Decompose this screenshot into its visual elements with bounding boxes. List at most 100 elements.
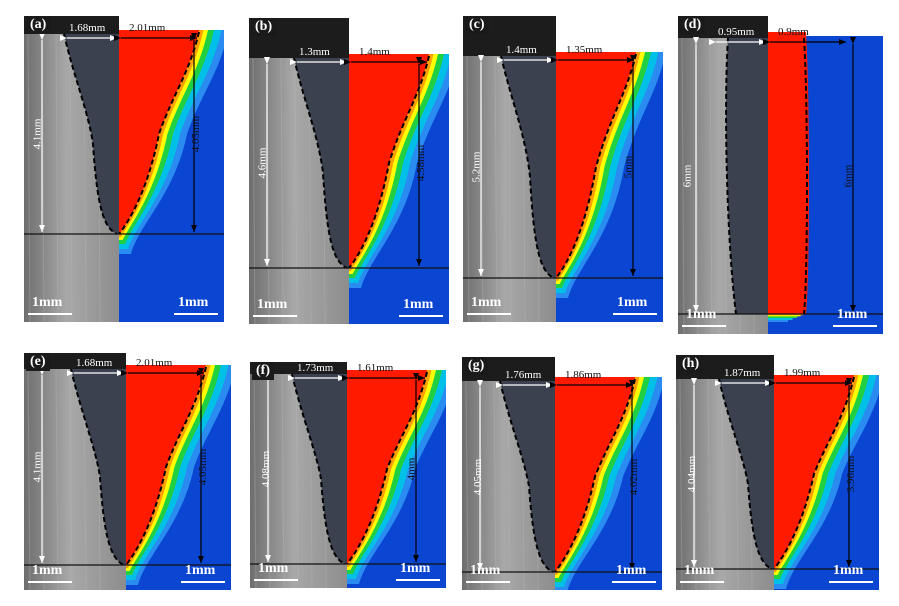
sim-band-6 xyxy=(347,370,427,564)
top-width-experimental: 1.68mm xyxy=(76,357,113,369)
top-width-simulation: 1.4mm xyxy=(359,46,390,58)
fusion-boundary-simulation xyxy=(555,53,637,279)
panel-label: (b) xyxy=(251,18,277,36)
fusion-boundary-experimental xyxy=(293,57,348,269)
fusion-zone-experimental xyxy=(294,58,349,268)
metal-streak xyxy=(55,33,59,322)
sim-top-blank xyxy=(556,16,663,54)
scale-label-right: 1mm xyxy=(616,563,647,578)
top-width-simulation: 0.9mm xyxy=(778,26,809,38)
metal-streak xyxy=(709,37,713,334)
scale-label-right: 1mm xyxy=(617,295,648,310)
top-width-simulation: 1.35mm xyxy=(566,44,603,56)
scale-label-left: 1mm xyxy=(686,307,717,322)
fusion-boundary-experimental xyxy=(500,55,555,279)
scale-label-left: 1mm xyxy=(32,563,63,578)
depth-simulation: 4.05mm xyxy=(197,448,210,486)
panel-label: (h) xyxy=(678,355,704,373)
panel-g: (g) 1.76mm 1.86mm 4.05mm 4.02mm 1mm 1mm xyxy=(462,357,662,590)
panel-label: (g) xyxy=(464,357,489,375)
depth-experimental: 6mm xyxy=(681,164,694,188)
panel-h: (h) 1.87mm 1.99mm 4.04mm 3.96mm 1mm 1mm xyxy=(676,355,879,590)
sim-band-6 xyxy=(768,32,809,314)
panel-c: (c) 1.4mm 1.35mm 5.2mm 5mm 1mm 1mm xyxy=(463,16,663,322)
metal-streak xyxy=(27,368,31,590)
sim-top-blank xyxy=(768,16,883,36)
scale-label-left: 1mm xyxy=(470,563,501,578)
fusion-boundary-experimental xyxy=(718,378,773,570)
depth-simulation: 6mm xyxy=(842,164,855,188)
cross-section-graphic xyxy=(462,357,662,590)
cross-section-graphic xyxy=(676,355,879,590)
scale-label-left: 1mm xyxy=(471,295,502,310)
scale-label-right: 1mm xyxy=(178,295,209,310)
panel-b: (b) 1.3mm 1.4mm 4.6mm 4.58mm 1mm 1mm xyxy=(249,18,449,324)
fusion-boundary-experimental xyxy=(291,373,346,565)
scale-label-right: 1mm xyxy=(185,563,216,578)
top-width-experimental: 0.95mm xyxy=(718,26,755,38)
top-width-experimental: 1.73mm xyxy=(297,362,334,374)
metal-streak xyxy=(69,33,73,322)
metal-streak xyxy=(69,368,73,590)
top-width-experimental: 1.68mm xyxy=(69,22,106,34)
panel-label: (e) xyxy=(26,353,50,371)
panel-e: (e) 1.68mm 2.01mm 4.1mm 4.05mm 1mm 1mm xyxy=(24,353,231,590)
top-width-simulation: 2.01mm xyxy=(136,357,173,369)
sim-top-blank xyxy=(126,353,231,367)
panel-label: (d) xyxy=(680,16,706,34)
metal-streak xyxy=(721,378,725,590)
fusion-boundary-experimental xyxy=(725,37,737,315)
top-width-experimental: 1.4mm xyxy=(506,44,537,56)
cross-section-graphic xyxy=(250,362,446,588)
panel-a: (a) 1.68mm 2.01mm 4.1mm 4.05mm 1mm 1mm xyxy=(24,16,224,322)
sim-band-6 xyxy=(555,377,635,572)
top-width-experimental: 1.76mm xyxy=(505,369,542,381)
top-width-simulation: 2.01mm xyxy=(129,22,166,34)
cross-section-graphic xyxy=(463,16,663,322)
depth-experimental: 4.1mm xyxy=(31,451,44,483)
panel-f: (f) 1.73mm 1.61mm 4.08mm 4mm 1mm 1mm xyxy=(250,362,446,588)
scale-label-right: 1mm xyxy=(837,307,868,322)
top-width-experimental: 1.3mm xyxy=(299,46,330,58)
panel-d: (d) 0.95mm 0.9mm 6mm 6mm 1mm 1mm xyxy=(678,16,883,334)
top-width-simulation: 1.61mm xyxy=(357,362,394,374)
sim-top-blank xyxy=(119,16,224,32)
depth-simulation: 4.58mm xyxy=(415,144,428,182)
metal-streak xyxy=(679,378,683,590)
fusion-boundary-experimental xyxy=(70,368,125,566)
fusion-boundary-simulation xyxy=(803,37,808,315)
scale-label-left: 1mm xyxy=(257,297,288,312)
metal-streak xyxy=(27,33,31,322)
top-width-simulation: 1.86mm xyxy=(565,369,602,381)
top-width-simulation: 1.99mm xyxy=(784,367,821,379)
metal-streak xyxy=(294,57,298,324)
top-surface-strip xyxy=(250,362,347,374)
scale-label-left: 1mm xyxy=(684,563,715,578)
sim-top-blank xyxy=(555,357,662,379)
depth-experimental: 4.05mm xyxy=(472,458,485,495)
fusion-boundary-experimental xyxy=(63,33,118,235)
cross-section-graphic xyxy=(24,16,224,322)
panel-label: (a) xyxy=(26,16,51,34)
scale-label-right: 1mm xyxy=(400,561,431,576)
sim-band-6 xyxy=(774,375,854,569)
metal-streak xyxy=(281,373,285,588)
fusion-boundary-experimental xyxy=(499,380,554,573)
depth-simulation: 4mm xyxy=(405,457,418,481)
sim-top-blank xyxy=(774,355,879,377)
depth-experimental: 5.2mm xyxy=(470,151,483,183)
sim-top-blank xyxy=(347,362,446,372)
sim-top-blank xyxy=(349,18,449,56)
panel-label: (f) xyxy=(252,362,274,380)
fusion-boundary-simulation xyxy=(125,366,207,566)
metal-streak xyxy=(55,368,59,590)
fusion-boundary-simulation xyxy=(554,378,636,573)
depth-experimental: 4.6mm xyxy=(256,147,269,179)
metal-streak xyxy=(493,380,497,590)
fusion-zone-experimental xyxy=(501,56,556,278)
depth-experimental: 4.08mm xyxy=(260,450,273,488)
metal-streak xyxy=(723,37,727,334)
metal-streak xyxy=(465,380,469,590)
scale-label-right: 1mm xyxy=(833,563,864,578)
depth-experimental: 4.1mm xyxy=(31,118,44,150)
